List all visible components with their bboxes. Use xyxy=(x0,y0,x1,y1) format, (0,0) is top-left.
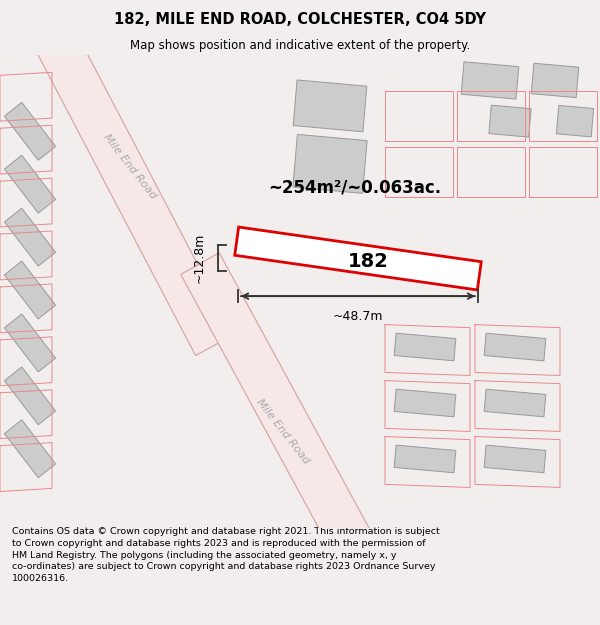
Polygon shape xyxy=(556,106,593,137)
Text: Mile End Road: Mile End Road xyxy=(101,132,158,201)
Polygon shape xyxy=(4,420,56,478)
Text: Map shows position and indicative extent of the property.: Map shows position and indicative extent… xyxy=(130,39,470,51)
Polygon shape xyxy=(531,63,579,98)
Polygon shape xyxy=(4,314,56,372)
Polygon shape xyxy=(235,227,481,290)
Polygon shape xyxy=(35,29,235,356)
Polygon shape xyxy=(293,80,367,132)
Text: ~254m²/~0.063ac.: ~254m²/~0.063ac. xyxy=(268,178,442,196)
Polygon shape xyxy=(4,261,56,319)
Polygon shape xyxy=(489,105,531,137)
Text: 182, MILE END ROAD, COLCHESTER, CO4 5DY: 182, MILE END ROAD, COLCHESTER, CO4 5DY xyxy=(114,12,486,27)
Text: Mile End Road: Mile End Road xyxy=(254,397,311,466)
Polygon shape xyxy=(293,134,367,193)
Text: Contains OS data © Crown copyright and database right 2021. This information is : Contains OS data © Crown copyright and d… xyxy=(12,527,440,583)
Polygon shape xyxy=(394,333,456,361)
Text: ~12.8m: ~12.8m xyxy=(193,232,206,283)
Polygon shape xyxy=(484,445,546,472)
Polygon shape xyxy=(394,445,456,472)
Polygon shape xyxy=(181,253,374,559)
Polygon shape xyxy=(4,208,56,266)
Polygon shape xyxy=(461,62,519,99)
Polygon shape xyxy=(394,389,456,417)
Polygon shape xyxy=(484,389,546,417)
Text: ~48.7m: ~48.7m xyxy=(333,311,383,323)
Text: 182: 182 xyxy=(347,252,388,271)
Polygon shape xyxy=(484,333,546,361)
Polygon shape xyxy=(4,102,56,160)
Polygon shape xyxy=(4,155,56,213)
Polygon shape xyxy=(4,367,56,425)
